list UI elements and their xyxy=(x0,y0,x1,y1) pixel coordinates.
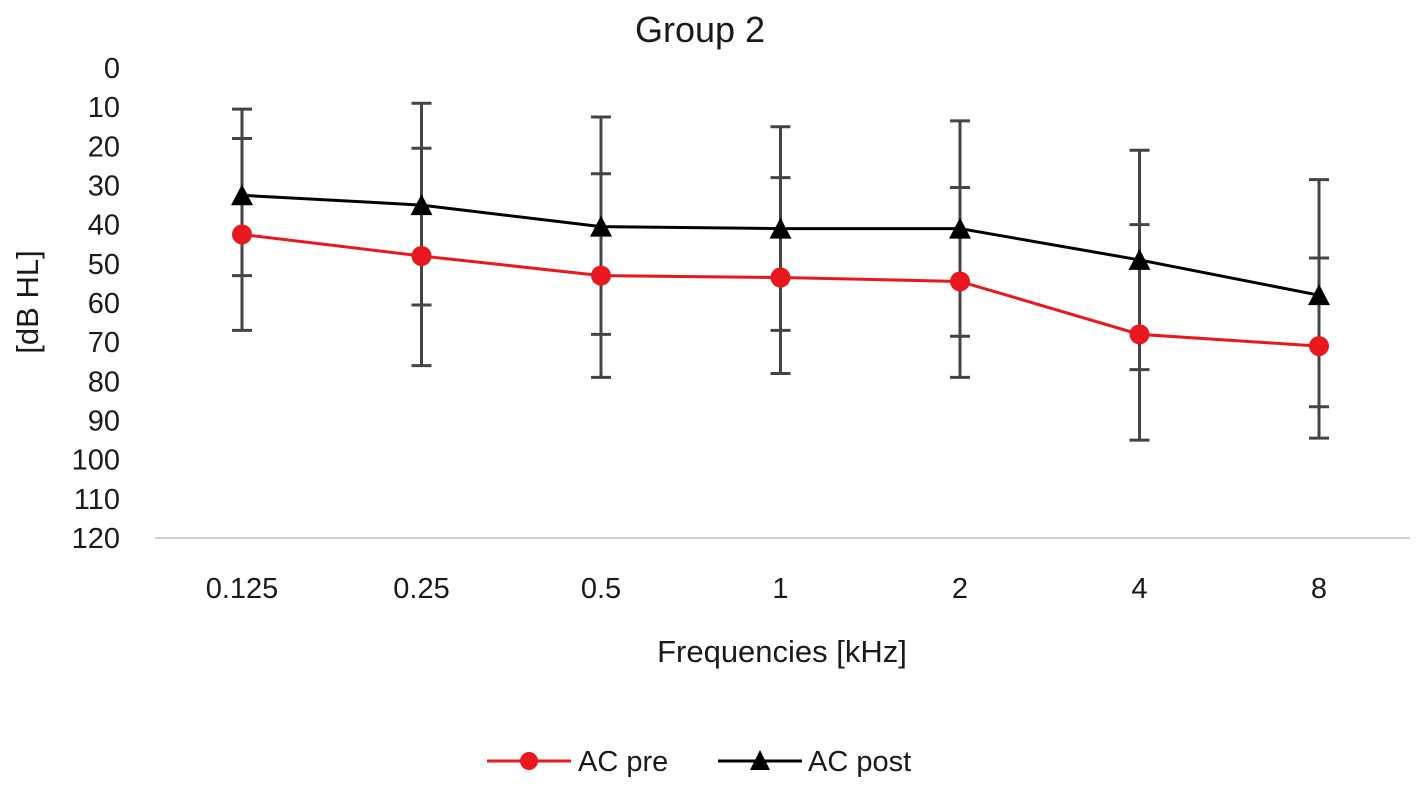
error-bar xyxy=(591,115,611,379)
y-tick-label: 30 xyxy=(88,171,120,203)
error-bar xyxy=(232,107,252,332)
error-bars xyxy=(232,101,1329,442)
error-bar xyxy=(1309,178,1329,440)
data-point-ac-pre xyxy=(1129,324,1150,345)
data-point-ac-pre xyxy=(411,246,432,266)
x-tick-label: 1 xyxy=(772,573,788,605)
data-point-ac-post xyxy=(1308,284,1330,306)
x-tick-label: 0.25 xyxy=(393,573,449,605)
error-bar xyxy=(1129,148,1150,442)
legend-marker-ac-post xyxy=(750,750,770,770)
x-tick-label: 8 xyxy=(1311,573,1327,605)
x-tick-label: 2 xyxy=(952,573,968,605)
series-markers xyxy=(231,184,1330,357)
x-tick-label: 0.125 xyxy=(206,573,279,605)
y-tick-label: 70 xyxy=(88,327,120,359)
y-tick-label: 50 xyxy=(88,249,120,281)
x-tick-label: 0.5 xyxy=(581,573,621,605)
y-tick-label: 60 xyxy=(88,288,120,320)
data-point-ac-pre xyxy=(770,267,791,288)
x-axis-label: Frequencies [kHz] xyxy=(657,634,907,669)
data-point-ac-post xyxy=(769,217,792,239)
legend-marker-ac-pre xyxy=(520,752,538,770)
legend-label-ac-post: AC post xyxy=(808,746,911,778)
data-point-ac-pre xyxy=(950,271,970,292)
y-tick-label: 0 xyxy=(104,53,120,85)
y-tick-label: 120 xyxy=(72,523,120,555)
error-bar xyxy=(411,101,432,368)
y-axis-label: [dB HL] xyxy=(10,250,45,353)
error-bar xyxy=(770,125,791,375)
y-tick-label: 10 xyxy=(88,92,120,124)
data-point-ac-post xyxy=(949,217,971,239)
data-point-ac-post xyxy=(1128,248,1151,270)
data-point-ac-pre xyxy=(1309,336,1329,357)
y-tick-label: 100 xyxy=(72,445,120,477)
x-tick-labels: 0.125 0.25 0.5 1 2 4 8 xyxy=(206,573,1327,605)
data-point-ac-post xyxy=(410,194,433,216)
legend-label-ac-pre: AC pre xyxy=(578,746,668,778)
y-tick-labels: 0 10 20 30 40 50 60 70 80 90 100 110 120 xyxy=(72,53,120,555)
data-point-ac-pre xyxy=(591,265,611,286)
chart-title: Group 2 xyxy=(635,9,765,50)
error-bar xyxy=(950,119,970,379)
y-tick-label: 80 xyxy=(88,366,120,398)
legend-item-ac-pre: AC pre xyxy=(487,746,668,778)
data-point-ac-post xyxy=(231,184,253,206)
y-tick-label: 90 xyxy=(88,406,120,438)
data-point-ac-post xyxy=(590,215,612,237)
data-point-ac-pre xyxy=(232,224,252,245)
y-tick-label: 40 xyxy=(88,210,120,242)
legend-item-ac-post: AC post xyxy=(718,746,911,778)
y-tick-label: 20 xyxy=(88,131,120,163)
y-tick-label: 110 xyxy=(74,484,120,516)
legend: AC pre AC post xyxy=(487,746,911,778)
x-tick-label: 4 xyxy=(1131,573,1147,605)
